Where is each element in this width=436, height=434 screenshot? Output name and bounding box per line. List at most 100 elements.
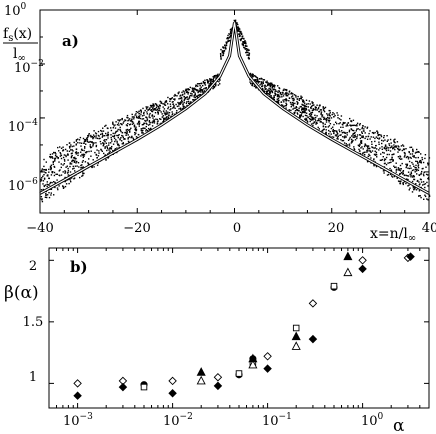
data-point — [103, 143, 105, 146]
svg-text:10−3: 10−3 — [63, 412, 93, 429]
data-point — [399, 158, 402, 160]
data-point — [127, 134, 129, 136]
data-point — [67, 169, 70, 172]
data-point — [72, 150, 74, 152]
data-point — [57, 157, 59, 160]
data-point — [301, 107, 304, 109]
data-point — [415, 160, 417, 162]
data-point — [387, 173, 390, 176]
data-point — [50, 192, 52, 194]
data-point — [368, 153, 370, 156]
data-point — [291, 96, 293, 98]
data-point — [172, 113, 174, 115]
data-point — [132, 116, 135, 118]
data-point — [306, 115, 308, 117]
data-point — [323, 107, 326, 109]
data-point — [224, 47, 227, 49]
data-point — [109, 147, 111, 150]
data-point — [357, 144, 360, 146]
data-point — [141, 124, 144, 126]
data-point — [186, 89, 188, 91]
data-point — [73, 177, 76, 179]
data-point — [45, 194, 47, 197]
data-point — [197, 85, 199, 87]
data-point — [128, 119, 130, 121]
data-point — [85, 140, 87, 142]
data-point — [107, 137, 109, 139]
data-point — [387, 147, 389, 149]
data-point — [305, 103, 308, 105]
data-point — [196, 90, 198, 92]
panel-a-frame — [39, 9, 430, 214]
data-point — [324, 126, 327, 128]
data-point — [53, 194, 55, 196]
data-point — [247, 51, 249, 54]
data-point — [332, 112, 334, 114]
data-point — [195, 89, 198, 91]
data-point — [274, 89, 277, 91]
data-point — [159, 118, 161, 120]
data-point — [288, 90, 291, 92]
data-point — [402, 144, 404, 146]
data-point — [72, 157, 75, 159]
data-point — [424, 154, 427, 156]
data-point — [405, 163, 407, 165]
data-point — [94, 151, 96, 154]
data-point — [415, 170, 418, 172]
data-point — [184, 97, 186, 99]
data-point — [358, 145, 360, 147]
data-point — [374, 137, 376, 140]
data-point — [174, 93, 176, 96]
data-point — [46, 185, 48, 188]
data-point — [397, 148, 399, 150]
data-point — [385, 148, 388, 150]
data-point — [192, 90, 194, 92]
data-point — [110, 127, 112, 129]
data-point — [210, 80, 213, 82]
svg-text:fs(x): fs(x) — [3, 26, 32, 44]
data-point — [220, 54, 222, 56]
data-point — [416, 148, 418, 151]
data-point-square-open — [235, 370, 243, 377]
data-point — [353, 124, 355, 126]
data-point — [137, 122, 140, 124]
data-point — [105, 132, 107, 135]
data-point — [335, 135, 337, 137]
data-point — [110, 142, 112, 144]
data-point — [173, 105, 175, 107]
data-point — [314, 109, 317, 111]
data-point — [163, 110, 165, 112]
data-point — [316, 104, 318, 106]
data-point — [411, 169, 414, 172]
data-point — [290, 109, 292, 112]
data-point — [364, 154, 366, 156]
data-point — [326, 113, 328, 115]
data-point — [242, 41, 244, 44]
data-point — [140, 113, 142, 115]
data-point — [249, 79, 251, 81]
data-point — [146, 113, 148, 115]
data-point — [249, 72, 252, 75]
data-point — [180, 102, 182, 104]
data-point — [53, 151, 55, 154]
data-point — [101, 130, 103, 132]
data-point — [195, 95, 198, 97]
data-point — [126, 128, 129, 131]
data-point — [405, 165, 408, 167]
data-point — [368, 132, 370, 135]
data-point — [230, 29, 233, 31]
data-point — [114, 140, 116, 143]
data-point — [151, 115, 153, 117]
data-point — [302, 99, 304, 101]
data-point-diamond-filled — [73, 391, 82, 400]
data-point — [92, 137, 94, 140]
data-point — [306, 121, 309, 123]
data-point — [266, 80, 268, 82]
data-point — [408, 184, 410, 186]
data-point — [374, 147, 376, 149]
data-point — [356, 136, 358, 138]
data-point — [164, 101, 166, 104]
data-point — [322, 107, 324, 109]
data-point — [191, 87, 193, 89]
data-point — [276, 98, 278, 100]
